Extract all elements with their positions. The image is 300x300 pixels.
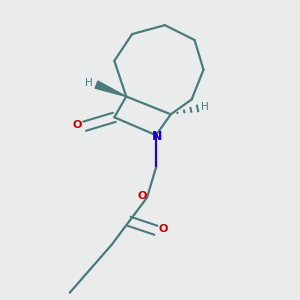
Text: N: N [152, 130, 163, 143]
Polygon shape [95, 81, 126, 97]
Text: O: O [73, 120, 82, 130]
Text: O: O [159, 224, 168, 234]
Text: H: H [201, 102, 209, 112]
Text: O: O [138, 191, 147, 201]
Text: H: H [85, 78, 93, 88]
